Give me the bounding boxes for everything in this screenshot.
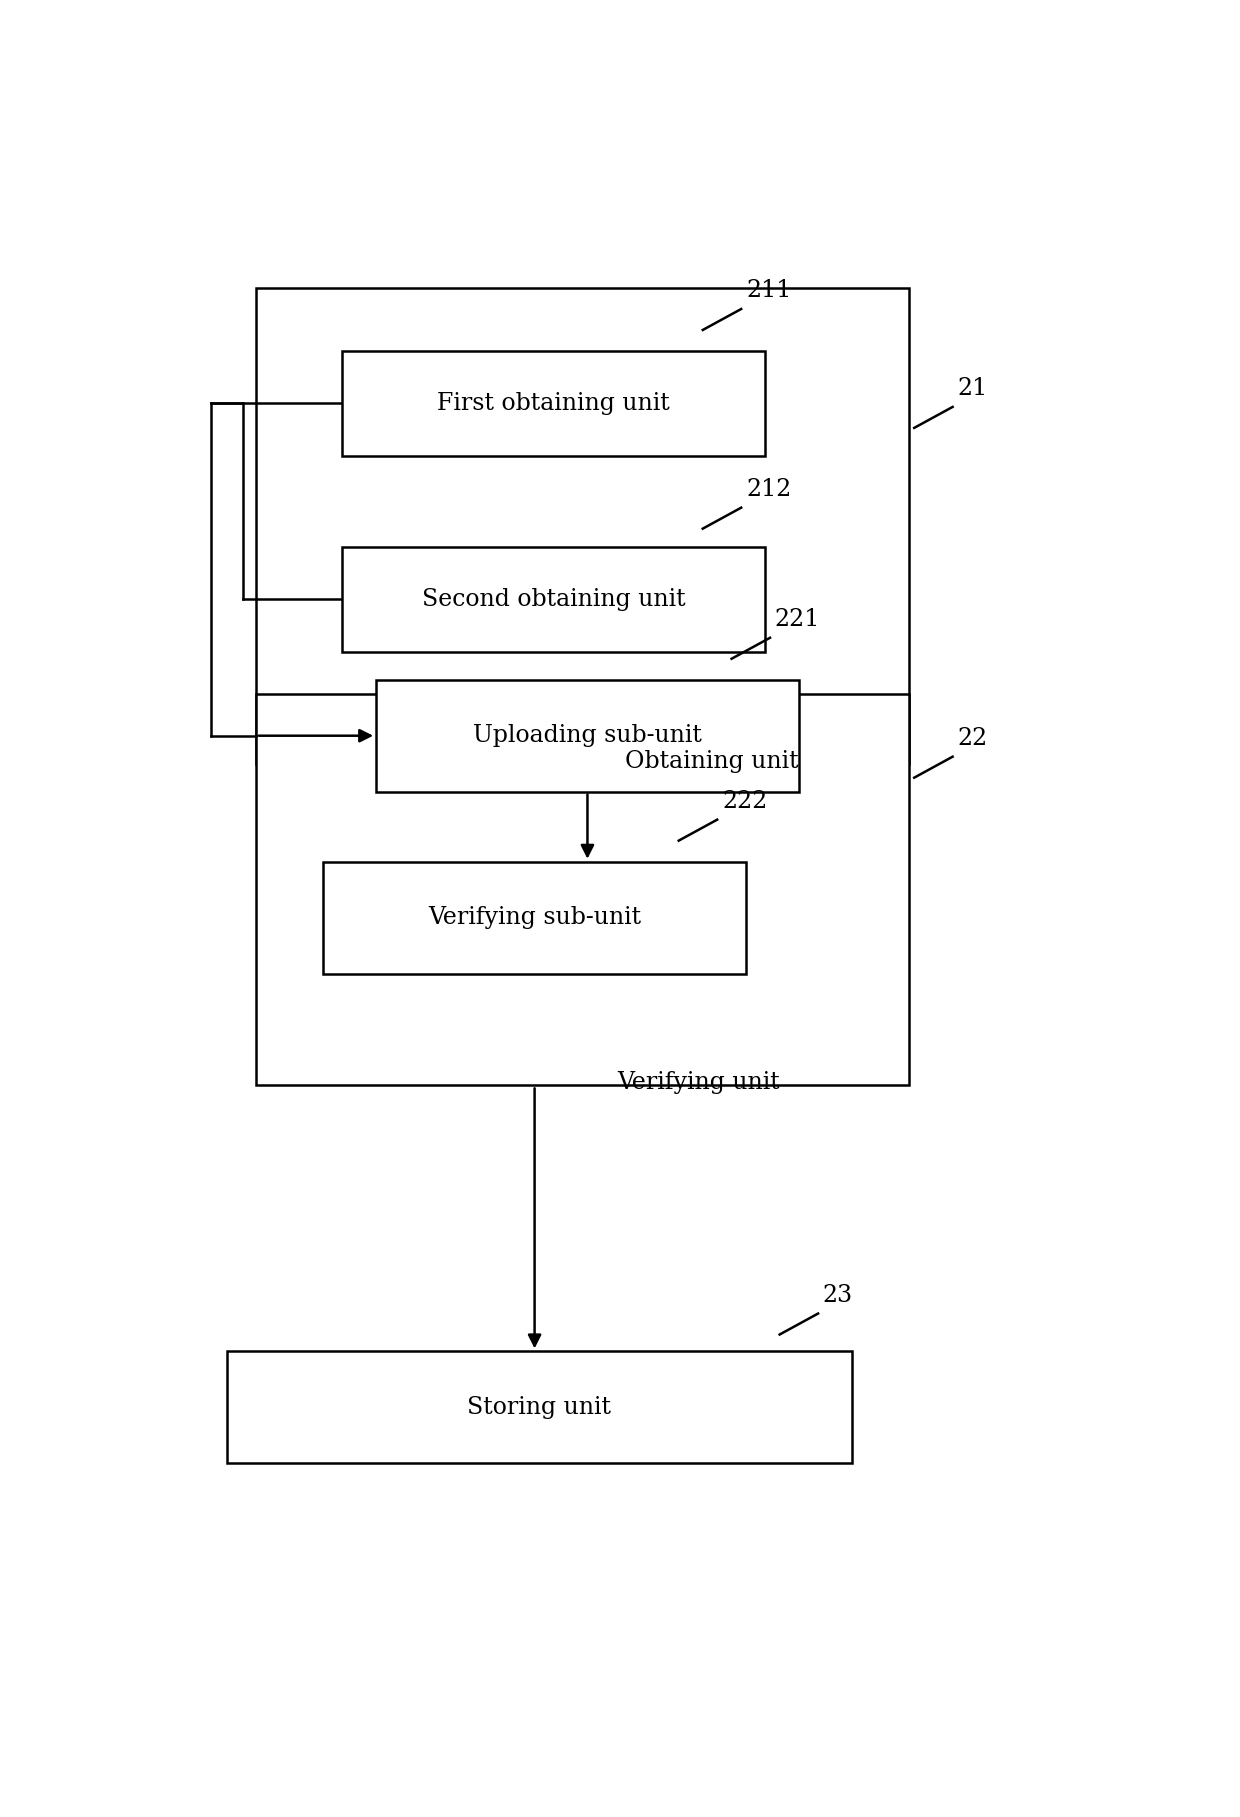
Text: Verifying sub-unit: Verifying sub-unit <box>428 907 641 928</box>
Text: Storing unit: Storing unit <box>467 1395 611 1419</box>
Text: 23: 23 <box>823 1283 853 1306</box>
Text: 21: 21 <box>957 376 988 400</box>
Bar <box>376 680 799 792</box>
Text: 22: 22 <box>957 727 988 750</box>
Text: Uploading sub-unit: Uploading sub-unit <box>472 725 702 747</box>
Text: 211: 211 <box>746 280 791 302</box>
Bar <box>324 861 746 974</box>
Bar <box>342 547 765 652</box>
Text: Second obtaining unit: Second obtaining unit <box>422 587 686 611</box>
Text: Obtaining unit: Obtaining unit <box>625 750 799 772</box>
Bar <box>342 351 765 456</box>
Bar <box>255 694 909 1085</box>
Text: First obtaining unit: First obtaining unit <box>438 392 670 414</box>
Bar <box>227 1352 852 1463</box>
Text: Verifying unit: Verifying unit <box>618 1072 780 1094</box>
Text: 222: 222 <box>722 790 768 812</box>
Text: 212: 212 <box>746 478 791 501</box>
Bar <box>255 287 909 763</box>
Text: 221: 221 <box>775 607 820 630</box>
